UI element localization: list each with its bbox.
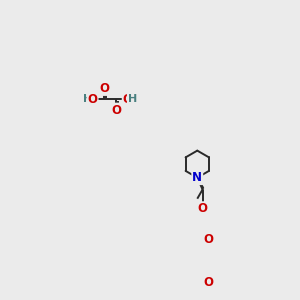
Text: H: H — [83, 94, 92, 104]
Text: O: O — [99, 82, 109, 95]
Text: O: O — [198, 202, 208, 215]
Text: H: H — [128, 94, 137, 104]
Text: O: O — [123, 93, 133, 106]
Text: O: O — [111, 103, 121, 117]
Text: O: O — [203, 276, 213, 289]
Text: O: O — [88, 93, 98, 106]
Text: O: O — [203, 233, 213, 246]
Text: N: N — [192, 171, 202, 184]
